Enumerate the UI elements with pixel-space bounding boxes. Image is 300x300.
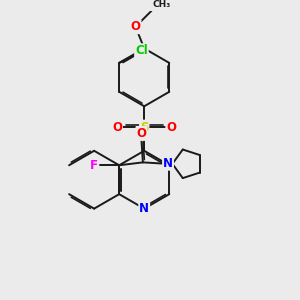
Text: CH₃: CH₃ [153,0,171,8]
Text: S: S [140,121,148,134]
Text: O: O [112,121,122,134]
Text: N: N [163,157,173,170]
Text: N: N [139,202,149,215]
Text: Cl: Cl [135,44,148,57]
Text: O: O [136,127,146,140]
Text: O: O [130,20,140,33]
Text: F: F [90,159,98,172]
Text: O: O [167,121,176,134]
